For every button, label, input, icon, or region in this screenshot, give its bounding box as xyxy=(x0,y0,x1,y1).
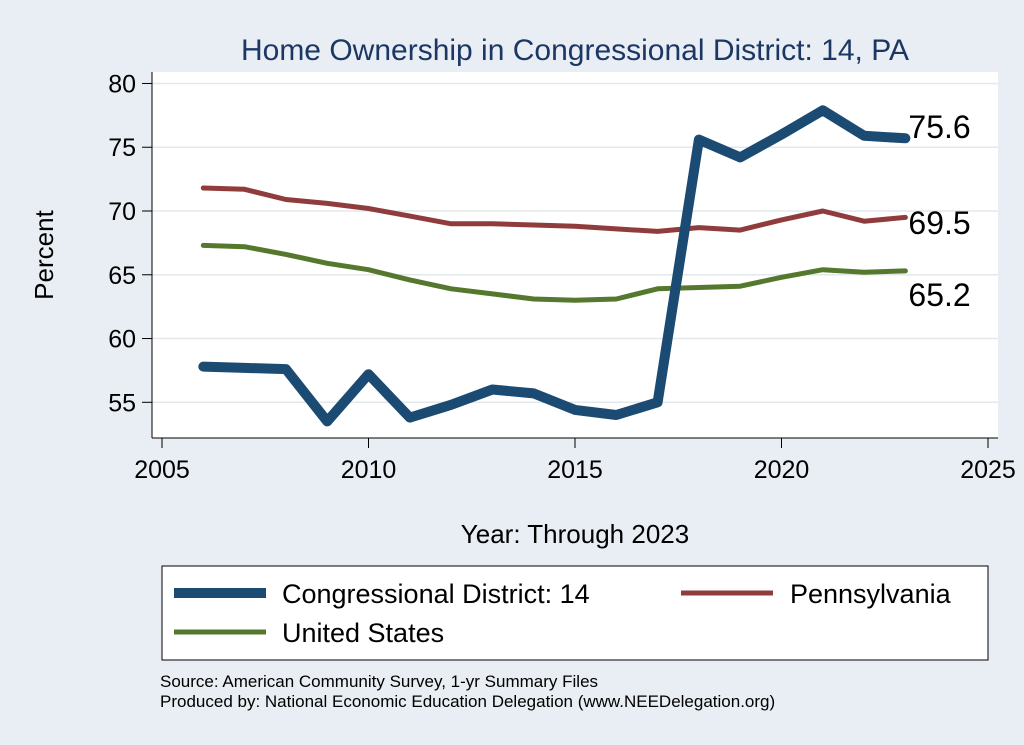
end-label-united-states: 65.2 xyxy=(908,277,970,313)
legend-label-pennsylvania: Pennsylvania xyxy=(790,579,952,609)
series-lines xyxy=(198,105,911,427)
source-note: Source: American Community Survey, 1-yr … xyxy=(160,672,598,691)
end-label-district: 75.6 xyxy=(908,109,970,145)
x-tick-label-2010: 2010 xyxy=(341,456,397,484)
legend: Congressional District: 14 Pennsylvania … xyxy=(161,565,989,661)
legend-label-district: Congressional District: 14 xyxy=(282,579,590,609)
line-congressional-district xyxy=(198,105,911,427)
legend-box xyxy=(161,565,989,661)
legend-label-united-states: United States xyxy=(282,618,444,648)
x-tick-label-2005: 2005 xyxy=(134,456,190,484)
y-tick-label-65: 65 xyxy=(108,262,136,290)
y-ticks: 55 60 65 70 75 80 xyxy=(108,70,152,417)
x-tick-label-2025: 2025 xyxy=(960,456,1016,484)
y-tick-label-70: 70 xyxy=(108,198,136,226)
y-axis-label: Percent xyxy=(29,209,59,299)
end-labels: 75.6 69.5 65.2 xyxy=(908,109,970,313)
y-tick-label-55: 55 xyxy=(108,389,136,417)
end-label-pennsylvania: 69.5 xyxy=(908,205,970,241)
gridlines xyxy=(152,82,998,404)
x-ticks: 2005 2010 2015 2020 2025 xyxy=(134,438,1016,484)
line-pennsylvania xyxy=(200,185,908,234)
chart-title: Home Ownership in Congressional District… xyxy=(241,34,909,67)
y-tick-label-75: 75 xyxy=(108,134,136,162)
x-axis-label: Year: Through 2023 xyxy=(461,519,689,549)
y-tick-label-60: 60 xyxy=(108,326,136,354)
x-tick-label-2020: 2020 xyxy=(754,456,810,484)
producer-note: Produced by: National Economic Education… xyxy=(160,692,775,711)
x-tick-label-2015: 2015 xyxy=(547,456,603,484)
y-tick-label-80: 80 xyxy=(108,70,136,98)
line-united-states xyxy=(200,242,908,303)
